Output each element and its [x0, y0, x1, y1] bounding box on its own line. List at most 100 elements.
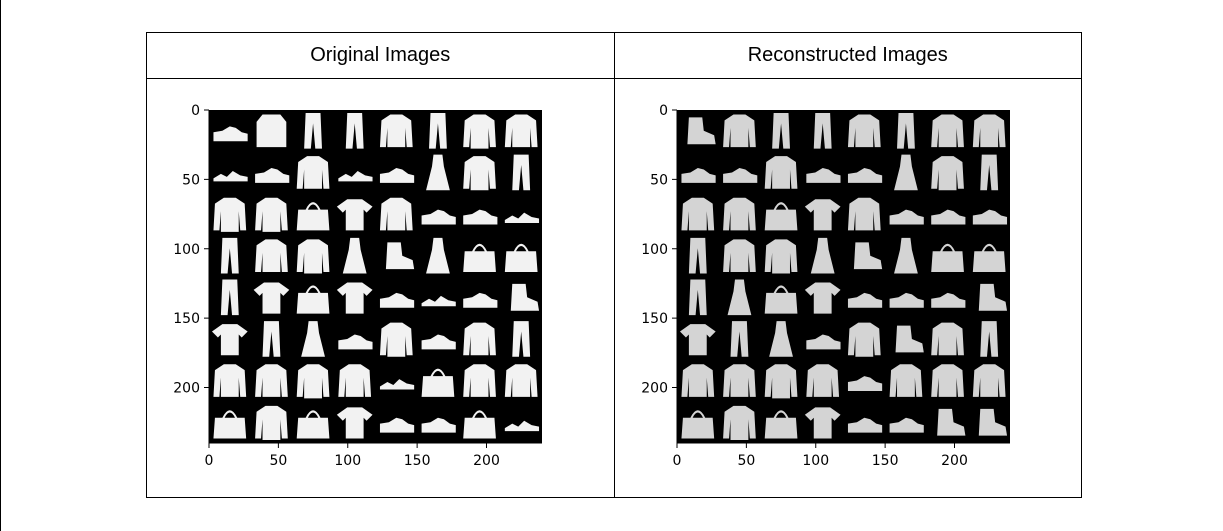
grid-image-ankle-boot	[895, 325, 924, 353]
grid-image-bag	[764, 410, 797, 439]
grid-image-ankle-boot	[853, 242, 882, 270]
grid-image-coat	[213, 197, 247, 232]
grid-image-tshirt	[211, 324, 248, 356]
grid-image-sandal	[338, 170, 373, 182]
grid-image-bag	[463, 410, 496, 439]
grid-image-shirt	[213, 364, 247, 397]
grid-image-trouser	[512, 154, 531, 191]
grid-image-coat	[463, 156, 496, 191]
grid-image-trouser	[896, 112, 915, 149]
grid-image-tshirt	[804, 407, 841, 439]
comparison-table: Original Images Reconstructed Images 0 50…	[146, 32, 1082, 498]
x-tick-label: 50	[269, 453, 287, 469]
grid-image-pullover	[847, 114, 881, 148]
grid-image-pullover	[504, 364, 538, 397]
grid-image-sneaker	[805, 167, 841, 183]
grid-image-trouser	[730, 321, 748, 357]
grid-image-sandal	[213, 170, 248, 182]
grid-image-bag	[972, 243, 1006, 273]
grid-image-bag	[296, 285, 330, 314]
y-tick-label: 0	[191, 103, 200, 119]
grid-image-sneaker	[805, 334, 841, 350]
grid-image-sneaker	[847, 376, 882, 391]
grid-image-pullover	[722, 197, 756, 231]
grid-image-sneaker	[930, 292, 965, 308]
grid-image-bag	[680, 410, 714, 439]
grid-image-trouser	[979, 321, 998, 357]
x-tick-label: 0	[672, 453, 681, 469]
grid-image-bag	[296, 202, 330, 231]
grid-image-ankle-boot	[936, 408, 965, 436]
grid-image-tshirt	[804, 199, 841, 231]
grid-image-sandal	[504, 212, 540, 223]
x-tick-label: 0	[205, 453, 214, 469]
grid-image-sandal	[421, 295, 456, 307]
grid-image-coat	[764, 239, 797, 274]
grid-image-sneaker	[847, 417, 882, 433]
x-tick-label: 150	[871, 453, 898, 469]
grid-image-sneaker	[972, 209, 1007, 225]
y-tick-label: 150	[641, 311, 668, 327]
x-tick-label: 150	[404, 453, 431, 469]
header-original: Original Images	[146, 32, 615, 79]
grid-image-bag	[504, 243, 538, 273]
grid-image-sneaker	[930, 209, 965, 225]
grid-image-pullover	[847, 197, 881, 231]
grid-image-shirt	[972, 114, 1006, 148]
left-edge-rule	[0, 0, 1, 531]
grid-image-pullover	[722, 364, 756, 397]
grid-image-bag	[764, 202, 797, 231]
grid-image-pullover	[680, 364, 714, 397]
header-reconstructed: Reconstructed Images	[613, 32, 1082, 79]
grid-image-trouser	[771, 112, 790, 149]
original-images-plot: 0 50 100 150 200 0 50 100 150 200	[173, 103, 542, 469]
grid-image-pullover	[296, 156, 330, 189]
grid-image-coat	[255, 197, 288, 232]
grid-image-sneaker	[338, 334, 373, 350]
grid-image-pullover	[930, 322, 964, 356]
grid-image-shirt	[504, 114, 538, 148]
grid-image-trouser	[220, 237, 239, 274]
grid-image-dress	[301, 321, 325, 357]
grid-image-dress	[342, 237, 367, 274]
grid-image-pullover	[463, 364, 496, 397]
grid-image-sneaker	[463, 292, 498, 308]
grid-image-sandal	[504, 420, 540, 432]
grid-image-pullover	[680, 197, 714, 231]
grid-image-sneaker	[847, 292, 882, 308]
grid-image-shirt	[805, 364, 839, 397]
grid-image-bag	[296, 410, 330, 439]
grid-image-dress	[426, 237, 450, 274]
grid-image-sneaker	[463, 209, 498, 225]
grid-image-pullover	[255, 239, 288, 273]
grid-image-tshirt	[336, 199, 373, 231]
y-tick-label: 150	[173, 311, 200, 327]
grid-image-sneaker	[213, 126, 248, 142]
grid-image-pullover	[930, 364, 964, 397]
grid-image-coat	[255, 405, 288, 441]
grid-image-sneaker	[379, 417, 415, 433]
grid-image-bag	[213, 410, 247, 439]
grid-image-dress	[768, 321, 793, 357]
grid-image-tshirt	[804, 282, 841, 314]
grid-image-trouser	[429, 112, 447, 149]
grid-image-trouser	[979, 154, 998, 191]
grid-image-tshirt	[679, 324, 716, 356]
grid-image-bag	[421, 368, 455, 397]
grid-image-bag	[930, 243, 964, 273]
grid-image-sneaker	[421, 209, 456, 225]
figure-row: 0 50 100 150 200 0 50 100 150 200 0 50 100 150 200 0 50…	[146, 78, 1082, 498]
grid-image-sneaker	[379, 292, 415, 308]
grid-image-ankle-boot	[686, 117, 716, 145]
grid-image-shirt	[930, 114, 964, 148]
y-tick-label: 100	[641, 242, 668, 258]
grid-image-dress	[893, 154, 918, 191]
grid-image-sneaker	[722, 167, 757, 183]
y-tick-label: 0	[659, 103, 668, 119]
grid-image-coat	[463, 114, 496, 149]
x-tick-label: 200	[941, 453, 968, 469]
y-tick-label: 200	[641, 381, 668, 397]
grid-image-trouser	[345, 112, 364, 149]
grid-image-dress	[727, 279, 751, 316]
grid-image-tshirt	[336, 282, 373, 314]
